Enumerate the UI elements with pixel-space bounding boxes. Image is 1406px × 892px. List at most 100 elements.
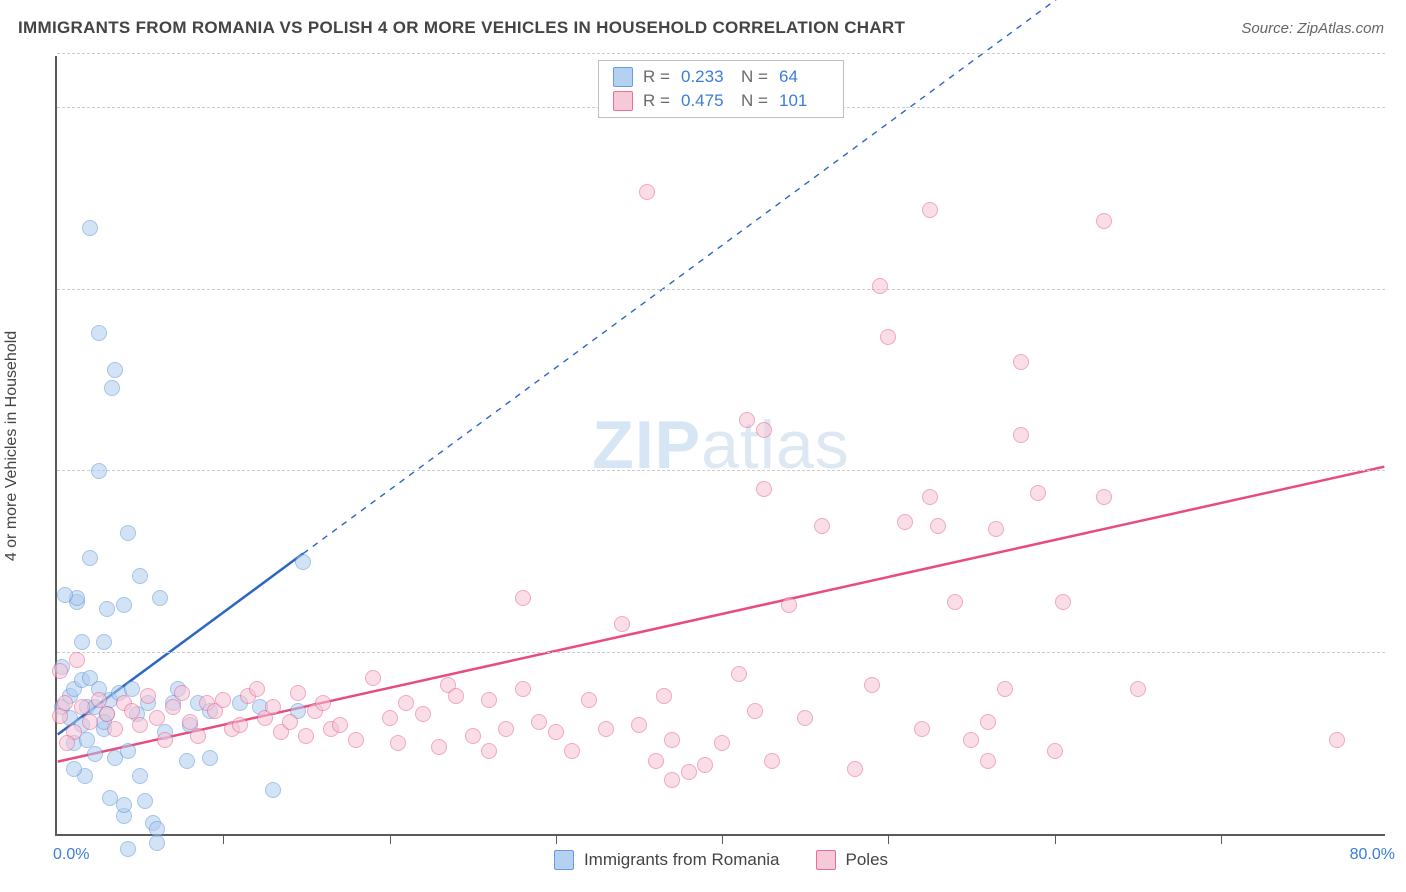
- data-point: [202, 750, 218, 766]
- data-point: [598, 721, 614, 737]
- source-attribution: Source: ZipAtlas.com: [1241, 20, 1384, 37]
- data-point: [57, 587, 73, 603]
- data-point: [515, 590, 531, 606]
- data-point: [481, 743, 497, 759]
- legend-item-romania: Immigrants from Romania: [554, 850, 780, 870]
- data-point: [132, 768, 148, 784]
- watermark: ZIPatlas: [592, 406, 849, 484]
- data-point: [82, 714, 98, 730]
- data-point: [398, 695, 414, 711]
- data-point: [116, 597, 132, 613]
- data-point: [864, 677, 880, 693]
- y-tick-label: 20.0%: [1395, 444, 1406, 462]
- data-point: [52, 663, 68, 679]
- data-point: [174, 685, 190, 701]
- data-point: [481, 692, 497, 708]
- data-point: [215, 692, 231, 708]
- data-point: [390, 735, 406, 751]
- data-point: [1096, 489, 1112, 505]
- data-point: [781, 597, 797, 613]
- data-point: [498, 721, 514, 737]
- data-point: [980, 753, 996, 769]
- watermark-b: atlas: [701, 407, 850, 483]
- x-tick: [390, 834, 391, 844]
- data-point: [69, 652, 85, 668]
- data-point: [132, 717, 148, 733]
- data-point: [190, 728, 206, 744]
- legend-row-poles: R = 0.475 N = 101: [599, 89, 843, 113]
- data-point: [581, 692, 597, 708]
- data-point: [179, 753, 195, 769]
- data-point: [382, 710, 398, 726]
- plot-inner: ZIPatlas R = 0.233 N = 64 R = 0.475 N = …: [57, 56, 1385, 834]
- data-point: [1130, 681, 1146, 697]
- data-point: [1096, 213, 1112, 229]
- n-value-romania: 64: [779, 67, 829, 87]
- data-point: [152, 590, 168, 606]
- data-point: [290, 685, 306, 701]
- data-point: [531, 714, 547, 730]
- data-point: [87, 746, 103, 762]
- data-point: [847, 761, 863, 777]
- data-point: [104, 380, 120, 396]
- x-tick: [1055, 834, 1056, 844]
- data-point: [99, 601, 115, 617]
- data-point: [1047, 743, 1063, 759]
- data-point: [82, 550, 98, 566]
- source-name: ZipAtlas.com: [1297, 20, 1384, 37]
- y-tick-label: 10.0%: [1395, 626, 1406, 644]
- data-point: [664, 732, 680, 748]
- data-point: [872, 278, 888, 294]
- legend-row-romania: R = 0.233 N = 64: [599, 65, 843, 89]
- data-point: [988, 521, 1004, 537]
- data-point: [91, 325, 107, 341]
- data-point: [120, 525, 136, 541]
- data-point: [124, 703, 140, 719]
- data-point: [947, 594, 963, 610]
- data-point: [124, 681, 140, 697]
- data-point: [74, 634, 90, 650]
- data-point: [265, 699, 281, 715]
- data-point: [120, 743, 136, 759]
- data-point: [365, 670, 381, 686]
- data-point: [66, 761, 82, 777]
- data-point: [880, 329, 896, 345]
- swatch-romania: [613, 67, 633, 87]
- r-value-poles: 0.475: [681, 91, 731, 111]
- data-point: [922, 202, 938, 218]
- data-point: [415, 706, 431, 722]
- data-point: [656, 688, 672, 704]
- correlation-legend: R = 0.233 N = 64 R = 0.475 N = 101: [598, 60, 844, 118]
- data-point: [265, 782, 281, 798]
- data-point: [1013, 427, 1029, 443]
- series-legend: Immigrants from Romania Poles: [57, 850, 1385, 870]
- data-point: [1055, 594, 1071, 610]
- data-point: [930, 518, 946, 534]
- data-point: [980, 714, 996, 730]
- data-point: [249, 681, 265, 697]
- r-value-romania: 0.233: [681, 67, 731, 87]
- n-value-poles: 101: [779, 91, 829, 111]
- legend-item-poles: Poles: [816, 850, 889, 870]
- data-point: [515, 681, 531, 697]
- data-point: [797, 710, 813, 726]
- data-point: [614, 616, 630, 632]
- data-point: [96, 634, 112, 650]
- data-point: [165, 699, 181, 715]
- data-point: [348, 732, 364, 748]
- gridline: [57, 289, 1385, 290]
- series-label-poles: Poles: [846, 850, 889, 870]
- data-point: [731, 666, 747, 682]
- data-point: [157, 732, 173, 748]
- data-point: [149, 835, 165, 851]
- r-label: R =: [643, 67, 671, 87]
- data-point: [1013, 354, 1029, 370]
- data-point: [295, 554, 311, 570]
- data-point: [91, 692, 107, 708]
- data-point: [232, 717, 248, 733]
- data-point: [756, 422, 772, 438]
- data-point: [664, 772, 680, 788]
- data-point: [107, 362, 123, 378]
- swatch-poles: [816, 850, 836, 870]
- data-point: [747, 703, 763, 719]
